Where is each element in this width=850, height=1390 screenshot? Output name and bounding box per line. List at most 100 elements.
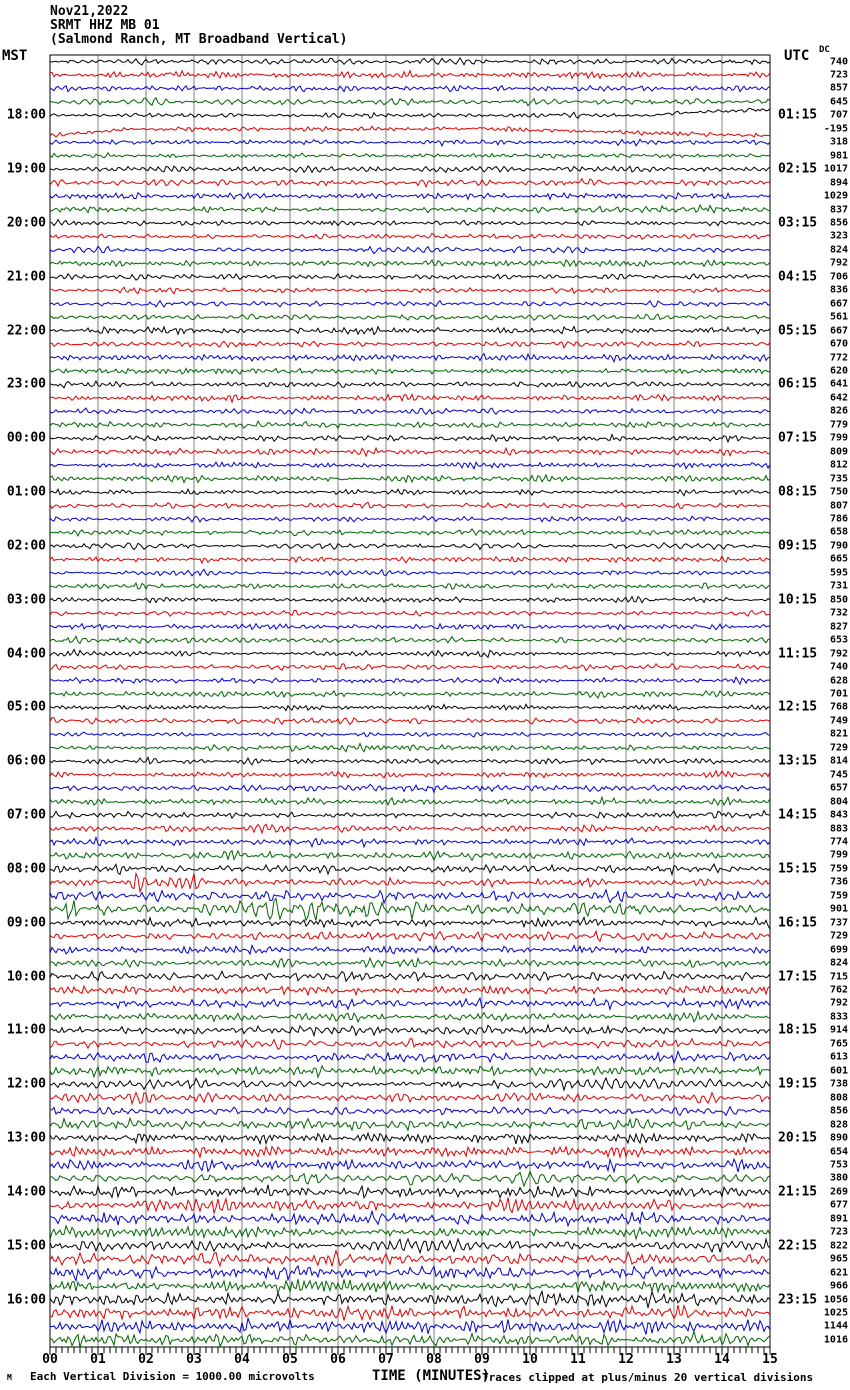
dc-value: 665	[829, 553, 848, 565]
dc-value: 833	[829, 1011, 848, 1023]
seismic-trace-row-84	[49, 1170, 771, 1188]
x-axis-title: TIME (MINUTES)	[372, 1368, 491, 1384]
mst-hour-label: 04:00	[6, 646, 46, 662]
mst-hour-label: 19:00	[6, 161, 46, 177]
dc-value: 768	[829, 701, 848, 713]
page-title-description: (Salmond Ranch, MT Broadband Vertical)	[50, 32, 348, 47]
mst-hour-label: 18:00	[6, 107, 46, 123]
seismic-trace-row-15	[49, 245, 771, 255]
dc-value: 774	[829, 836, 848, 848]
seismic-trace-row-9	[49, 165, 771, 174]
dc-value: 595	[829, 567, 848, 579]
right-axis-label-utc: UTC	[784, 48, 810, 64]
seismic-trace-row-6	[49, 125, 771, 138]
x-tick-label: 11	[570, 1352, 586, 1367]
dc-value: 856	[829, 1105, 848, 1117]
seismic-trace-row-5	[49, 107, 771, 120]
dc-value: 837	[829, 204, 848, 216]
seismic-trace-row-66	[49, 929, 771, 943]
seismic-trace-row-96	[49, 1329, 771, 1348]
dc-value: 269	[829, 1186, 848, 1198]
seismic-trace-row-28	[49, 419, 771, 430]
dc-value: 732	[829, 607, 848, 619]
dc-value: 814	[829, 755, 848, 767]
seismic-trace-row-78	[49, 1091, 771, 1106]
x-tick-label: 15	[762, 1352, 778, 1367]
dc-value: 762	[829, 984, 848, 996]
dc-value: 821	[829, 728, 848, 740]
seismic-trace-row-95	[49, 1316, 771, 1335]
dc-value: 318	[829, 136, 848, 148]
seismic-trace-row-41	[49, 595, 771, 604]
seismic-trace-row-25	[49, 379, 771, 389]
mst-hour-label: 08:00	[6, 861, 46, 877]
dc-value: 828	[829, 1119, 848, 1131]
dc-value: 561	[829, 311, 848, 323]
utc-hour-label: 03:15	[778, 215, 818, 231]
utc-hour-label: 01:15	[778, 107, 818, 123]
dc-value: 645	[829, 96, 848, 108]
dc-value: 729	[829, 742, 848, 754]
seismic-trace-row-61	[49, 863, 771, 877]
seismic-trace-row-7	[49, 138, 771, 147]
mst-hour-label: 22:00	[6, 323, 46, 339]
dc-value: 613	[829, 1051, 848, 1063]
dc-value: 1029	[823, 190, 848, 202]
dc-value: 736	[829, 876, 848, 888]
dc-value: 670	[829, 338, 848, 350]
dc-value: 792	[829, 648, 848, 660]
seismic-trace-row-51	[49, 731, 771, 738]
seismic-trace-row-33	[49, 487, 770, 497]
dc-value: 792	[829, 997, 848, 1009]
seismic-trace-row-26	[49, 393, 771, 404]
seismic-trace-row-45	[49, 648, 771, 659]
seismic-trace-row-32	[49, 473, 771, 484]
seismic-trace-row-1	[49, 56, 771, 66]
dc-value: 1025	[823, 1307, 848, 1319]
seismic-trace-row-4	[50, 96, 771, 107]
seismic-trace-row-27	[49, 407, 771, 416]
seismic-trace-row-22	[49, 340, 771, 349]
utc-hour-label: 18:15	[778, 1022, 818, 1038]
dc-value: 658	[829, 526, 848, 538]
seismic-trace-row-58	[49, 823, 771, 835]
seismic-trace-row-64	[49, 897, 771, 922]
mst-hour-label: 01:00	[6, 484, 46, 500]
seismic-trace-row-14	[49, 232, 771, 240]
dc-value: 667	[829, 298, 848, 310]
seismic-trace-row-52	[49, 742, 771, 753]
dc-value: 749	[829, 715, 848, 727]
dc-column-label: DC	[819, 45, 830, 55]
dc-value: 1144	[823, 1320, 848, 1332]
dc-value: 826	[829, 405, 848, 417]
dc-value: 807	[829, 500, 848, 512]
seismic-trace-row-60	[49, 849, 771, 862]
page-title-station: SRMT HHZ MB 01	[50, 18, 160, 33]
dc-value: 799	[829, 849, 848, 861]
seismic-trace-row-49	[49, 703, 771, 712]
dc-value: 1016	[823, 1334, 848, 1346]
utc-hour-label: 02:15	[778, 161, 818, 177]
dc-value: 745	[829, 769, 848, 781]
x-tick-label: 07	[378, 1352, 394, 1367]
seismic-trace-row-46	[49, 662, 771, 672]
dc-value: 965	[829, 1253, 848, 1265]
x-tick-label: 10	[522, 1352, 538, 1367]
dc-value: 699	[829, 944, 848, 956]
dc-value: 653	[829, 634, 848, 646]
seismic-trace-row-20	[49, 313, 771, 322]
dc-value: 824	[829, 957, 848, 969]
dc-value: 641	[829, 378, 848, 390]
dc-value: 677	[829, 1199, 848, 1211]
seismic-trace-row-48	[49, 689, 771, 699]
x-tick-label: 08	[426, 1352, 442, 1367]
seismic-trace-row-92	[49, 1279, 771, 1296]
mst-hour-label: 05:00	[6, 699, 46, 715]
dc-value: 843	[829, 809, 848, 821]
mst-hour-label: 10:00	[6, 969, 46, 985]
seismic-trace-row-38	[49, 554, 771, 565]
seismic-trace-row-89	[49, 1237, 771, 1255]
dc-value: 779	[829, 419, 848, 431]
dc-value: 981	[829, 150, 848, 162]
